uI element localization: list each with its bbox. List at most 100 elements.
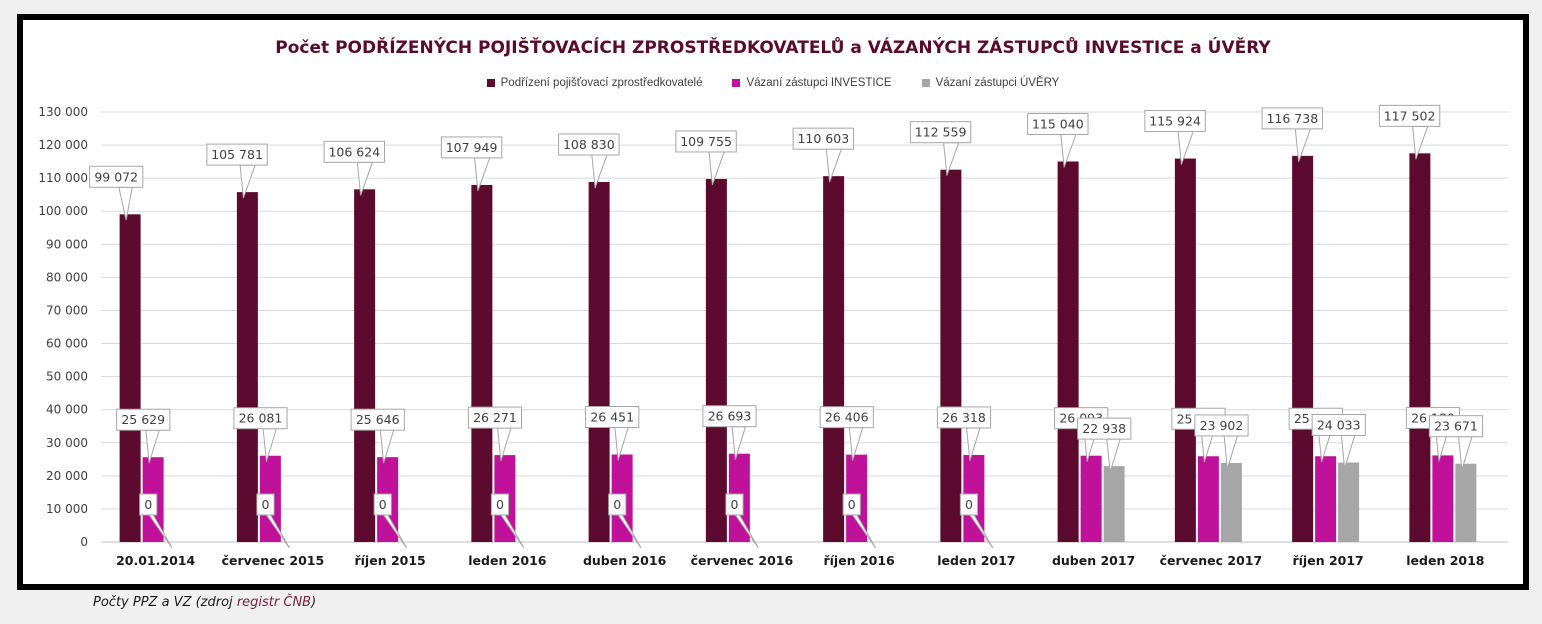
- data-label-box: [585, 406, 640, 429]
- bar: [1103, 466, 1125, 542]
- bar: [1057, 161, 1079, 542]
- data-label: 115 924: [1149, 114, 1201, 129]
- data-label-box: [702, 405, 757, 428]
- bar: [588, 182, 610, 542]
- data-label: 26 451: [590, 410, 634, 425]
- data-label: 26 318: [942, 410, 986, 425]
- data-label-box: [842, 493, 861, 516]
- data-label: 0: [496, 497, 504, 512]
- bar: [354, 189, 376, 542]
- caption-source-link[interactable]: registr ČNB: [236, 595, 312, 610]
- data-label-box: [1428, 415, 1484, 438]
- bar: [1409, 153, 1431, 542]
- y-tick-label: 110 000: [38, 171, 88, 185]
- y-tick-label: 60 000: [46, 337, 88, 351]
- y-tick-label: 20 000: [46, 469, 88, 483]
- y-tick-label: 30 000: [46, 436, 88, 450]
- data-label-box: [792, 127, 855, 150]
- legend-label-series-3: Vázaní zástupci ÚVĚRY: [935, 77, 1060, 89]
- bar: [823, 176, 845, 542]
- x-tick-label: říjen 2017: [1292, 553, 1363, 568]
- data-label-box: [608, 493, 627, 516]
- bar: [1292, 155, 1314, 542]
- legend-item-series-1: Podřízení pojišťovací zprostředkovatelé: [486, 77, 702, 89]
- data-label: 112 559: [915, 125, 967, 140]
- y-tick-label: 100 000: [38, 204, 88, 218]
- data-label-box: [959, 493, 979, 516]
- legend-swatch-series-2: [732, 79, 741, 87]
- data-label-box: [256, 493, 275, 516]
- chart-title: Počet PODŘÍZENÝCH POJIŠŤOVACÍCH ZPROSTŘE…: [275, 38, 1271, 58]
- data-label-box: [1261, 107, 1324, 130]
- legend-item-series-3: Vázaní zástupci ÚVĚRY: [921, 77, 1060, 89]
- data-label-box: [440, 136, 503, 159]
- y-tick-label: 50 000: [46, 370, 88, 384]
- figure-caption: Počty PPZ a VZ (zdroj registr ČNB): [93, 595, 316, 610]
- y-tick-label: 10 000: [46, 502, 88, 516]
- data-label-box: [323, 140, 386, 163]
- bar: [1315, 456, 1337, 542]
- x-tick-label: 20.01.2014: [116, 553, 195, 568]
- legend-swatch-series-3: [921, 79, 930, 87]
- data-label-box: [89, 165, 144, 188]
- y-tick-label: 120 000: [38, 138, 88, 152]
- data-label: 24 033: [1317, 418, 1361, 433]
- data-label: 0: [730, 497, 738, 512]
- data-label-box: [139, 493, 158, 516]
- bar: [1338, 462, 1360, 542]
- bar: [1432, 455, 1454, 542]
- data-label-box: [725, 493, 744, 516]
- data-label: 106 624: [328, 144, 380, 159]
- data-label: 0: [848, 497, 856, 512]
- data-label-box: [819, 406, 874, 429]
- data-label-box: [373, 493, 392, 516]
- legend-item-series-2: Vázaní zástupci INVESTICE: [732, 77, 892, 89]
- data-label-box: [558, 133, 620, 156]
- data-label: 25 629: [121, 412, 165, 427]
- bar: [1197, 456, 1219, 542]
- data-label-box: [1027, 112, 1089, 135]
- x-tick-label: leden 2018: [1406, 553, 1484, 568]
- data-label-box: [467, 406, 523, 429]
- data-label: 22 938: [1082, 421, 1126, 436]
- chart-frame: Počet PODŘÍZENÝCH POJIŠŤOVACÍCH ZPROSTŘE…: [17, 14, 1529, 590]
- legend: Podřízení pojišťovací zprostředkovatelé …: [23, 77, 1523, 89]
- x-tick-label: říjen 2016: [823, 553, 895, 568]
- data-label: 26 081: [239, 411, 283, 426]
- x-tick-label: leden 2017: [937, 553, 1015, 568]
- data-label: 105 781: [211, 147, 263, 162]
- data-label: 109 755: [680, 134, 732, 149]
- bar: [940, 169, 962, 543]
- x-tick-label: červenec 2017: [1160, 553, 1263, 568]
- data-label: 115 040: [1032, 116, 1084, 131]
- data-label-box: [1311, 414, 1366, 437]
- x-tick-label: červenec 2015: [222, 553, 325, 568]
- data-label-box: [350, 408, 405, 431]
- data-label-box: [1144, 110, 1206, 133]
- bar: [1455, 463, 1477, 542]
- data-label: 117 502: [1384, 108, 1436, 123]
- data-label: 25 646: [356, 412, 400, 427]
- data-label-box: [490, 493, 510, 516]
- bar: [236, 192, 258, 542]
- y-tick-label: 130 000: [38, 105, 88, 119]
- data-label: 0: [965, 497, 973, 512]
- data-label: 108 830: [563, 137, 615, 152]
- bar: [471, 184, 493, 542]
- y-tick-label: 70 000: [46, 303, 88, 317]
- y-tick-label: 80 000: [46, 270, 88, 284]
- bar: [119, 214, 141, 543]
- data-label-box: [675, 130, 737, 153]
- bar: [1220, 462, 1242, 542]
- data-label: 23 671: [1434, 419, 1478, 434]
- x-tick-label: červenec 2016: [691, 553, 794, 568]
- data-label: 99 072: [94, 169, 138, 184]
- data-label-box: [233, 407, 288, 430]
- x-tick-label: leden 2016: [468, 553, 547, 568]
- data-label-box: [116, 408, 171, 431]
- bar: [705, 178, 727, 542]
- data-label: 0: [144, 497, 152, 512]
- data-label: 110 603: [797, 131, 849, 146]
- x-tick-label: říjen 2015: [354, 553, 425, 568]
- y-tick-label: 0: [80, 535, 88, 549]
